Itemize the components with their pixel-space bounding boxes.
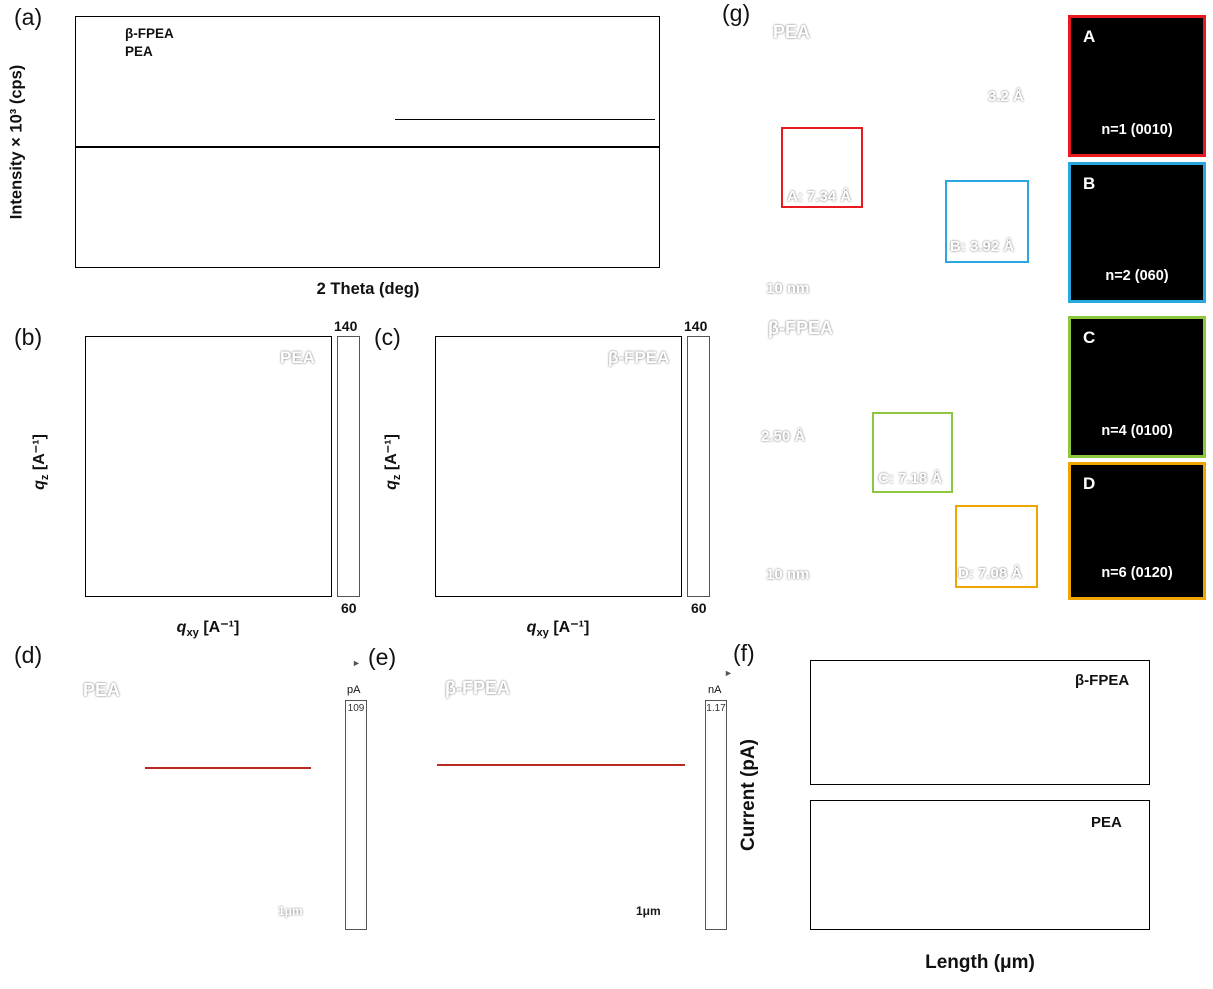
spacing-label-c: C: 7.18 Å — [878, 470, 943, 487]
spacing-label-free-pea: 3.2 Å — [988, 88, 1024, 105]
scalebar-label-e: 1μm — [636, 904, 661, 918]
spacing-label-b: B: 3.92 Å — [950, 238, 1015, 255]
afm-profile-line-e — [437, 764, 685, 766]
giwaxs-x-title-c: qxy [A⁻¹] — [526, 619, 590, 640]
spacing-label-a: A: 7.34 Å — [787, 188, 852, 205]
xrd-inset-axis — [395, 119, 655, 121]
tem-label-pea: PEA — [773, 22, 811, 42]
panel-letter-a: (a) — [14, 4, 43, 30]
cursor-artifact: ► — [352, 658, 361, 668]
legend-label: PEA — [125, 43, 153, 59]
tem-label-fpea: β-FPEA — [768, 318, 833, 338]
spacing-label-free-fpea: 2.50 Å — [761, 428, 806, 445]
scalebar-label-d: 1μm — [278, 904, 303, 918]
fft-letter: C — [1083, 328, 1096, 347]
sample-label-b: PEA — [280, 348, 315, 367]
current-plot-frame-top — [810, 660, 1150, 785]
scalebar-label-tem2: 10 nm — [766, 566, 810, 583]
giwaxs-frame-b — [85, 336, 332, 597]
spacing-label-d: D: 7.08 Å — [958, 565, 1023, 582]
scalebar-label-tem1: 10 nm — [766, 280, 810, 297]
xrd-x-axis-title: 2 Theta (deg) — [316, 280, 420, 298]
scalebar-e — [605, 898, 690, 902]
giwaxs-x-title-b: qxy [A⁻¹] — [176, 619, 240, 640]
tem-image-pea — [755, 15, 1062, 304]
giwaxs-y-title-b: qz [A⁻¹] — [30, 434, 52, 490]
current-x-axis-title: Length (μm) — [925, 952, 1035, 973]
lattice-box-a — [781, 127, 863, 208]
afm-cbar-tick: 55.2 — [346, 914, 366, 925]
fft-pattern-a: A n=1 (0010) — [1068, 15, 1206, 157]
panel-letter-b: (b) — [14, 324, 43, 350]
legend-label: β-FPEA — [1075, 672, 1130, 689]
tem-image-fpea — [755, 310, 1062, 600]
afm-colorbar-unit-e: nA — [708, 684, 722, 696]
scalebar-tem2 — [768, 558, 830, 562]
panel-letter-f: (f) — [733, 640, 755, 666]
giwaxs-frame-c — [435, 336, 682, 597]
afm-cbar-tick: 109 — [347, 703, 365, 714]
afm-cbar-tick: 0.07 — [706, 914, 726, 925]
giwaxs-colorbar-c — [687, 336, 710, 597]
afm-image-pea — [65, 672, 338, 935]
xrd-legend: β-FPEA PEA — [92, 24, 174, 60]
panel-letter-e: (e) — [368, 644, 397, 670]
colorbar-max-b: 140 — [334, 318, 358, 334]
fft-caption: n=4 (0100) — [1101, 423, 1173, 439]
scalebar-d — [248, 898, 325, 902]
fft-letter: A — [1083, 27, 1096, 46]
giwaxs-y-title-c: qz [A⁻¹] — [382, 434, 404, 490]
giwaxs-map-fpea — [435, 336, 682, 597]
sample-label-c: β-FPEA — [608, 348, 670, 367]
panel-letter-c: (c) — [374, 324, 401, 350]
colorbar-min-b: 60 — [341, 600, 357, 616]
cursor-artifact: ► — [724, 668, 733, 678]
lattice-box-c — [872, 412, 953, 493]
xrd-curves — [0, 0, 680, 300]
current-legend-fpea: β-FPEA — [1030, 672, 1129, 689]
legend-label: β-FPEA — [125, 25, 174, 41]
xrd-legend-item-fpea: β-FPEA — [92, 24, 174, 42]
giwaxs-colorbar-b — [337, 336, 360, 597]
fft-caption: n=2 (060) — [1105, 268, 1169, 284]
afm-colorbar-e — [705, 700, 727, 930]
afm-cbar-tick: 82.2 — [346, 808, 366, 819]
afm-colorbar-unit-d: pA — [347, 684, 361, 696]
panel-letter-d: (d) — [14, 642, 43, 668]
xrd-plot-frame — [75, 16, 660, 268]
current-curves — [730, 640, 1213, 989]
xrd-subplot-divider — [75, 146, 660, 148]
afm-profile-line-d — [145, 767, 311, 769]
scalebar-tem1 — [768, 272, 830, 276]
afm-image-fpea — [425, 670, 700, 935]
fft-pattern-d: D n=6 (0120) — [1068, 462, 1206, 600]
fft-pattern-b: B n=2 (060) — [1068, 162, 1206, 303]
lattice-box-d — [955, 505, 1038, 588]
fft-letter: B — [1083, 174, 1096, 193]
fft-caption: n=6 (0120) — [1101, 565, 1173, 581]
panel-letter-g: (g) — [722, 0, 751, 26]
current-plot-frame-bottom — [810, 800, 1150, 930]
fft-caption: n=1 (0010) — [1101, 122, 1173, 138]
xrd-legend-item-pea: PEA — [92, 42, 174, 60]
afm-cbar-tick: 1.17 — [706, 703, 726, 714]
giwaxs-map-pea — [85, 336, 332, 597]
legend-label: PEA — [1091, 814, 1122, 831]
colorbar-max-c: 140 — [684, 318, 708, 334]
afm-cbar-tick: 0.62 — [706, 808, 726, 819]
fft-letter: D — [1083, 474, 1096, 493]
lattice-box-b — [945, 180, 1029, 263]
fft-pattern-c: C n=4 (0100) — [1068, 316, 1206, 458]
current-legend-pea: PEA — [1046, 814, 1122, 831]
sample-label-e: β-FPEA — [445, 678, 510, 698]
afm-colorbar-d — [345, 700, 367, 930]
sample-label-d: PEA — [83, 680, 121, 700]
colorbar-min-c: 60 — [691, 600, 707, 616]
